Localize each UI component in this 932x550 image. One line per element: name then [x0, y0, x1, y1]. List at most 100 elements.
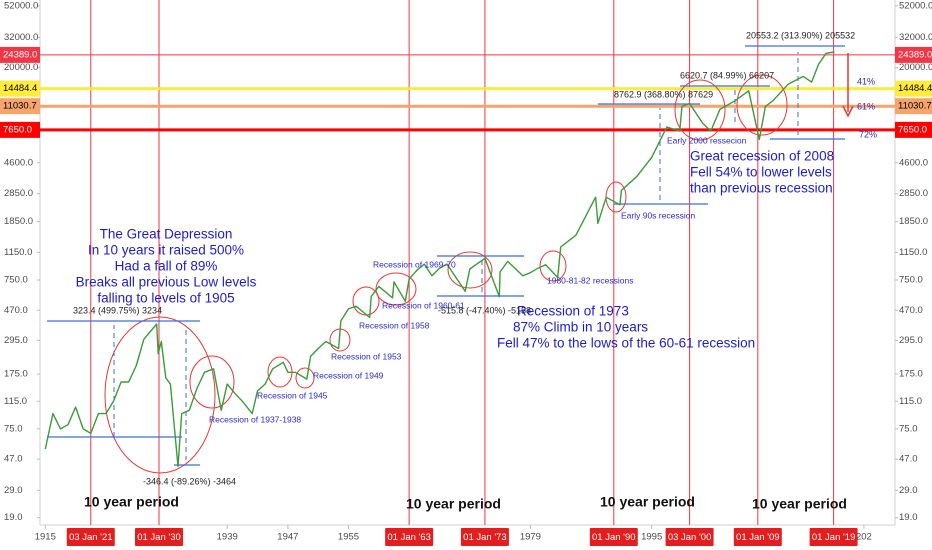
x-tick-label: 1915 [35, 532, 56, 543]
note: Great recession of 2008 [690, 149, 834, 164]
measure-label: 8762.9 (368.80%) 87629 [614, 89, 713, 99]
recession-label: Recession of 1960-61 [382, 300, 465, 310]
price-line [44, 51, 835, 468]
note: Fell 47% to the lows of the 60-61 recess… [497, 336, 755, 351]
percent-label: 72% [859, 129, 877, 139]
y-tick-label: 47.0 [899, 454, 918, 465]
recession-label: Recession of 1953 [331, 351, 402, 361]
circle [104, 316, 216, 474]
recession-label: Recession of 1958 [359, 320, 430, 330]
y-tick-label: 32000.0 [4, 32, 38, 43]
y-tick-label: 20000.0 [899, 62, 932, 73]
y-tick-label: 52000.0 [4, 0, 38, 11]
circle [539, 250, 567, 282]
y-tick-label: 115.0 [899, 396, 922, 407]
level-label: 11030.7 [3, 101, 37, 112]
period-label: 10 year period [752, 496, 847, 512]
measure-label: -346.4 (-89.26%) -3464 [143, 476, 236, 486]
note: Fell 54% to lower levels [690, 165, 832, 180]
y-tick-label: 20000.0 [4, 62, 38, 73]
x-tick-label: 1939 [217, 532, 238, 543]
level-label-box [895, 80, 932, 97]
y-tick-label: 175.0 [4, 369, 28, 380]
measure-label: -515.8 (-47.40%) -5158 [438, 305, 531, 315]
level-label-box [0, 46, 40, 63]
date-label: 01 Jan '30 [137, 532, 181, 543]
y-tick-label: 1850.0 [4, 216, 33, 227]
annotations: The Great Depression In 10 years it rais… [73, 30, 877, 511]
y-tick-label: 2850.0 [899, 188, 928, 199]
y-tick-label: 750.0 [899, 275, 923, 286]
drop-arrow-head [842, 105, 854, 118]
y-tick-label: 4600.0 [899, 157, 928, 168]
percent-label: 41% [857, 76, 875, 86]
measure-label: 6620.7 (84.99%) 66207 [680, 70, 774, 80]
date-label-box [385, 528, 434, 546]
date-label-box [733, 528, 782, 546]
y-tick-label: 75.0 [4, 423, 23, 434]
y-tick-label: 4600.0 [4, 157, 33, 168]
y-tick-label: 19.0 [4, 512, 23, 523]
y-tick-label: 75.0 [899, 423, 918, 434]
note: falling to levels of 1905 [97, 291, 234, 306]
note: The Great Depression [100, 227, 233, 242]
y-tick-label: 2850.0 [4, 188, 33, 199]
measure-label: 323.4 (499.75%) 3234 [73, 305, 162, 315]
date-label-box [66, 528, 115, 546]
note: 87% Climb in 10 years [513, 320, 648, 335]
plot-back [40, 0, 895, 525]
period-label: 10 year period [600, 494, 695, 510]
level-label: 11030.7 [898, 101, 932, 112]
level-label: 7650.0 [898, 124, 927, 135]
y-tick-label: 295.0 [899, 335, 923, 346]
level-label-box [895, 98, 932, 115]
y-tick-label: 175.0 [899, 369, 923, 380]
circle [736, 74, 788, 136]
level-label: 24389.0 [898, 49, 932, 60]
note: Had a fall of 89% [115, 259, 218, 274]
y-tick-label: 29.0 [899, 485, 918, 496]
measure-label: 20553.2 (313.90%) 205532 [746, 30, 855, 40]
recession-label: Recession of 1937-1938 [209, 414, 301, 424]
y-tick-label: 52000.0 [899, 0, 932, 11]
recession-label: Recession of 1945 [257, 390, 328, 400]
note: Breaks all previous Low levels [76, 275, 257, 290]
level-label: 7650.0 [3, 124, 32, 135]
period-label: 10 year period [406, 496, 501, 512]
y-tick-label: 295.0 [4, 335, 28, 346]
date-label: 01 Jan '63 [387, 532, 431, 543]
level-label: 14484.4 [3, 83, 37, 94]
series [44, 51, 835, 468]
note: In 10 years it raised 500% [88, 243, 244, 258]
recession-label: Early 90s recession [621, 210, 695, 220]
x-tick-label: 202 [856, 532, 872, 543]
date-label: 01 Jan '73 [463, 532, 507, 543]
y-tick-label: 1850.0 [899, 216, 928, 227]
circle [189, 355, 235, 409]
recession-label: Early 2000 ressecion [667, 135, 747, 145]
recession-label: Recession of 1949 [313, 370, 384, 380]
date-label: 01 Jan '90 [592, 532, 636, 543]
x-tick-label: 1979 [520, 532, 541, 543]
x-tick-label: 1955 [338, 532, 359, 543]
y-tick-label: 1150.0 [899, 247, 927, 258]
y-tick-label: 19.0 [899, 512, 918, 523]
level-label-box [895, 121, 932, 138]
y-tick-label: 47.0 [4, 454, 23, 465]
date-label-box [589, 528, 638, 546]
level-label: 14484.4 [898, 83, 932, 94]
note: than previous recession [690, 181, 833, 196]
x-tick-label: 1995 [641, 532, 662, 543]
y-tick-label: 470.0 [4, 305, 28, 316]
note: Recession of 1973 [517, 304, 629, 319]
percent-label: 61% [857, 101, 875, 111]
recession-label: 1980-81-82 recessions [547, 275, 633, 285]
plot-front [44, 51, 835, 468]
level-label-box [0, 98, 40, 115]
date-label: 03 Jan '21 [69, 532, 113, 543]
date-label: 01 Jan '09 [736, 532, 780, 543]
date-label: 01 Jan '19 [812, 532, 856, 543]
